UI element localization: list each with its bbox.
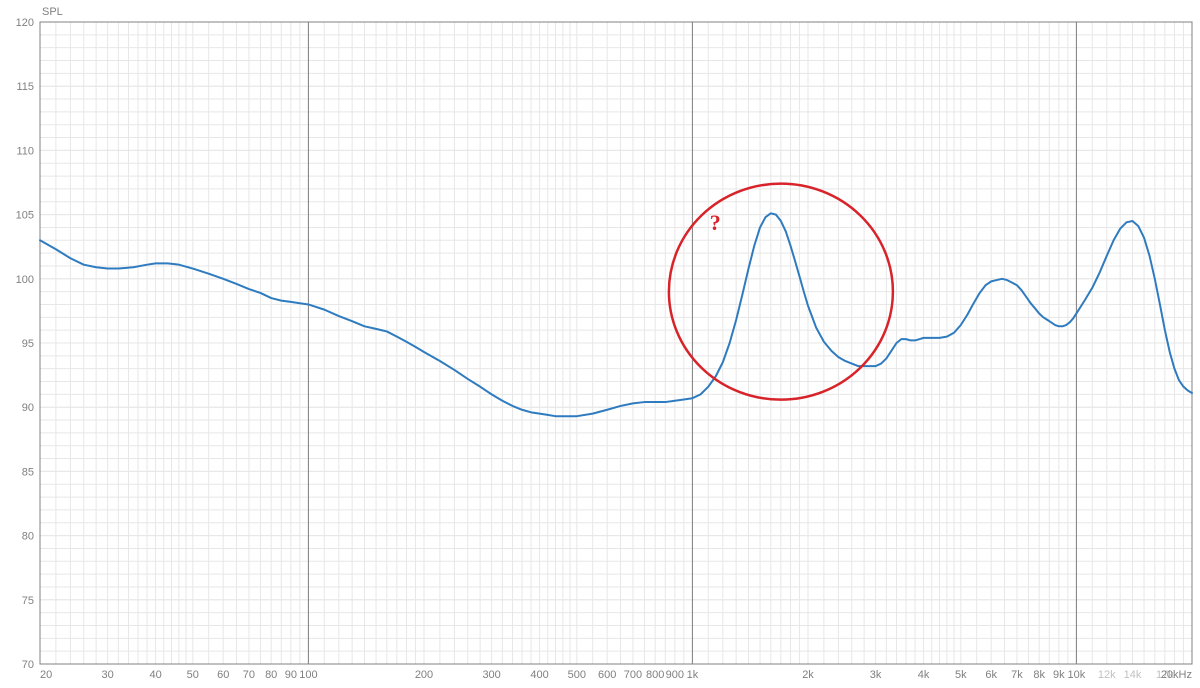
x-tick-label: 300 <box>482 669 500 681</box>
x-tick-label: 8k <box>1033 669 1045 681</box>
x-tick-label: 600 <box>598 669 616 681</box>
y-tick-label: 90 <box>22 402 34 414</box>
x-tick-label: 20 <box>40 669 52 681</box>
x-tick-label: 3k <box>870 669 882 681</box>
frequency-response-chart: 70 75 80 85 90 95 100 105 110 115 120 20 30 40 50 60 70 8… <box>0 0 1200 688</box>
y-tick-label: 80 <box>22 531 34 543</box>
x-tick-label: 1k <box>687 669 699 681</box>
x-tick-label: 800 <box>646 669 664 681</box>
x-tick-label: 500 <box>568 669 586 681</box>
x-tick-label: 20kHz <box>1161 669 1192 681</box>
y-tick-label: 95 <box>22 338 34 350</box>
y-tick-label: 70 <box>22 659 34 671</box>
y-tick-label: 100 <box>16 274 34 286</box>
x-tick-label: 4k <box>918 669 930 681</box>
x-tick-label: 9k <box>1053 669 1065 681</box>
x-tick-label: 90 <box>285 669 297 681</box>
x-tick-label: 12k <box>1098 669 1116 681</box>
y-tick-label: 115 <box>16 81 34 93</box>
x-tick-label: 400 <box>530 669 548 681</box>
x-tick-label: 200 <box>415 669 433 681</box>
x-tick-label: 100 <box>299 669 317 681</box>
x-tick-label: 70 <box>243 669 255 681</box>
y-tick-label: 75 <box>22 595 34 607</box>
x-tick-label: 50 <box>187 669 199 681</box>
y-axis-title: SPL <box>42 6 63 18</box>
y-tick-label: 120 <box>16 17 34 29</box>
x-tick-label: 40 <box>149 669 161 681</box>
x-tick-label: 10k <box>1068 669 1086 681</box>
x-tick-label: 6k <box>985 669 997 681</box>
x-tick-label: 2k <box>802 669 814 681</box>
x-tick-label: 5k <box>955 669 967 681</box>
x-tick-label: 60 <box>217 669 229 681</box>
annotation-question-mark: ? <box>710 210 721 236</box>
y-tick-label: 85 <box>22 466 34 478</box>
y-tick-label: 105 <box>16 210 34 222</box>
x-tick-label: 7k <box>1011 669 1023 681</box>
x-tick-label: 80 <box>265 669 277 681</box>
x-tick-label: 14k <box>1124 669 1142 681</box>
y-tick-label: 110 <box>16 145 34 157</box>
chart-svg: 70 75 80 85 90 95 100 105 110 115 120 20 30 40 50 60 70 8… <box>0 0 1200 688</box>
x-tick-label: 700 <box>624 669 642 681</box>
x-tick-label: 900 <box>666 669 684 681</box>
x-tick-label: 30 <box>101 669 113 681</box>
